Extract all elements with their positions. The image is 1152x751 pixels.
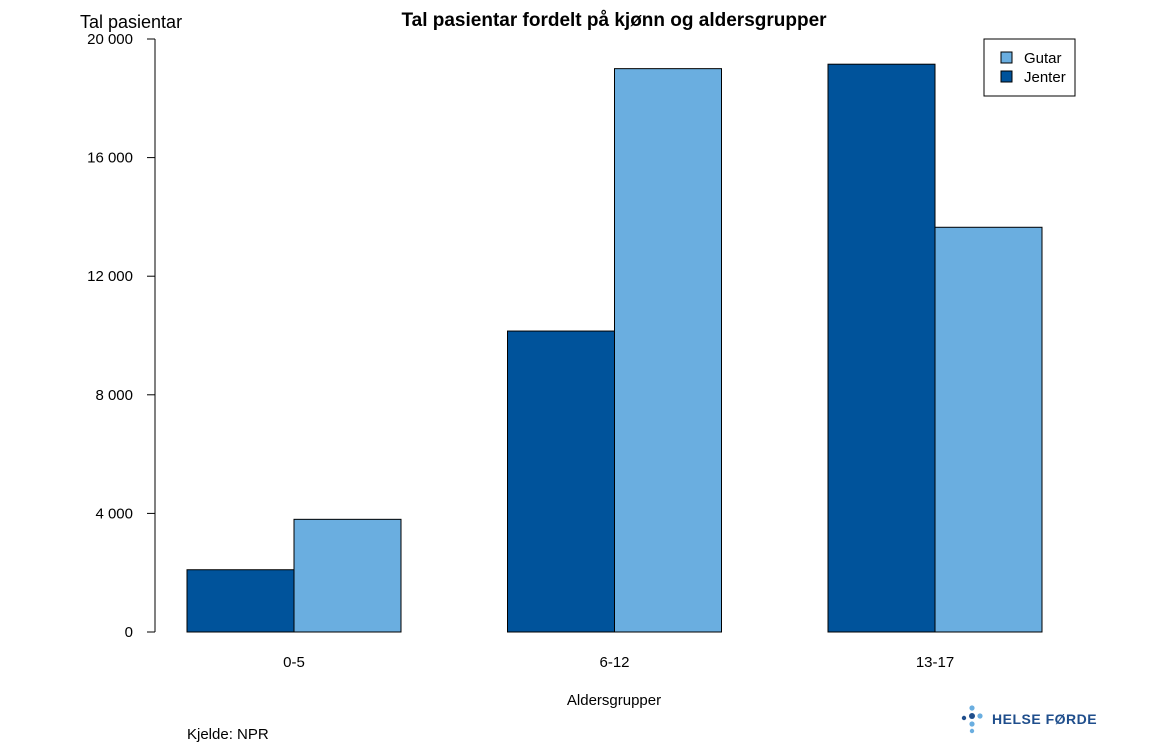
legend-swatch-jenter — [1000, 70, 1013, 83]
dots-cross-icon — [961, 705, 983, 734]
x-tick-label: 6-12 — [599, 654, 629, 671]
bar-jenter-13-17 — [827, 63, 936, 633]
bar-gutar-13-17 — [934, 226, 1043, 633]
bars — [186, 63, 1043, 633]
bar-jenter-0-5 — [186, 569, 295, 633]
bar-jenter-6-12 — [507, 330, 615, 633]
legend: Gutar Jenter — [983, 38, 1076, 97]
y-tick-label: 12 000 — [87, 268, 133, 285]
legend-swatch-gutar — [1000, 51, 1013, 64]
helse-forde-logo: HELSE FØRDE — [961, 705, 1097, 734]
y-tick-label: 4 000 — [95, 505, 133, 522]
x-tick-label: 0-5 — [283, 654, 305, 671]
bar-gutar-0-5 — [293, 518, 402, 633]
x-tick-label: 13-17 — [916, 654, 954, 671]
y-axis-label: Tal pasientar — [80, 12, 182, 32]
bar-gutar-6-12 — [614, 68, 722, 633]
x-tick-labels: 0-5 6-12 13-17 — [283, 654, 954, 671]
y-tick-label: 16 000 — [87, 150, 133, 167]
y-tick-label: 0 — [125, 624, 133, 641]
logo-text: HELSE FØRDE — [992, 711, 1097, 727]
chart-title: Tal pasientar fordelt på kjønn og alders… — [401, 10, 827, 31]
x-axis-label: Aldersgrupper — [567, 692, 661, 709]
legend-box — [983, 38, 1076, 97]
source-note: Kjelde: NPR — [187, 726, 269, 743]
y-tick-label: 8 000 — [95, 387, 133, 404]
y-tick-label: 20 000 — [87, 31, 133, 48]
legend-label-jenter: Jenter — [1024, 69, 1066, 86]
legend-label-gutar: Gutar — [1024, 50, 1062, 67]
y-axis: 0 4 000 8 000 12 000 16 000 20 000 — [87, 31, 156, 641]
